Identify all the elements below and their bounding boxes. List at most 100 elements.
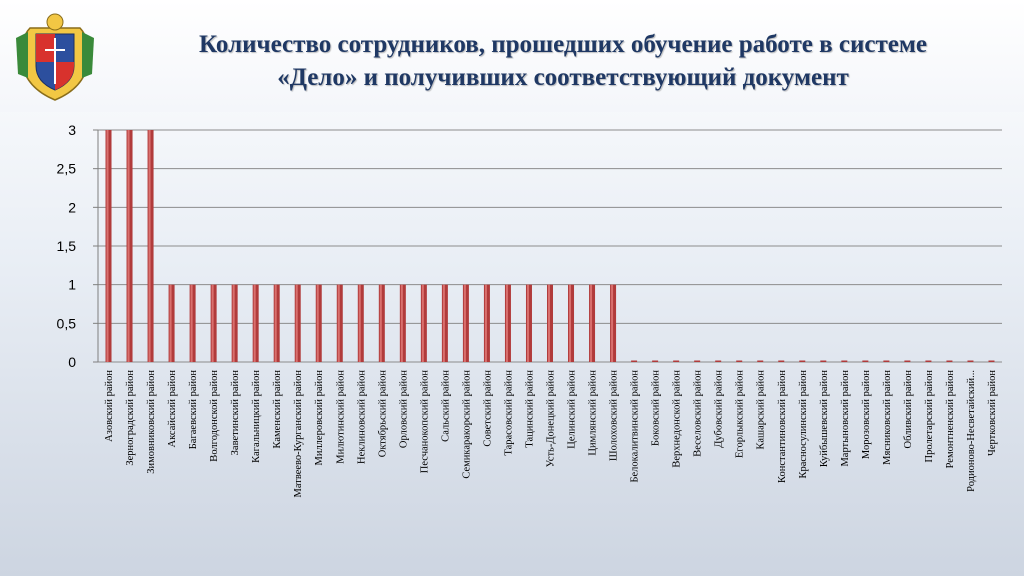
- bar: [673, 360, 680, 362]
- x-tick-label: Боковский район: [651, 370, 662, 446]
- y-axis: 0 0,5 1 1,5 2 2,5 3: [57, 122, 99, 370]
- x-tick-label: Орловский район: [398, 370, 409, 448]
- title-band: [0, 0, 1024, 112]
- bar-highlight: [211, 284, 214, 362]
- x-tick-label: Кашарский район: [756, 370, 767, 450]
- x-tick-label: Усть-Донецкий район: [546, 370, 557, 468]
- bar-highlight: [569, 284, 572, 362]
- title-line-2: «Дело» и получивших соответствующий доку…: [277, 64, 849, 91]
- bar-highlight: [148, 130, 151, 362]
- bar: [988, 360, 995, 362]
- bar: [715, 360, 722, 362]
- bar-highlight: [316, 284, 319, 362]
- bar-highlight: [358, 284, 361, 362]
- x-tick-label: Веселовский район: [693, 370, 704, 457]
- y-tick-label: 1: [68, 277, 76, 293]
- coat-of-arms-icon: [16, 13, 94, 101]
- x-tick-label: Каменский район: [272, 370, 283, 449]
- bar: [967, 360, 974, 362]
- bar-highlight: [232, 284, 235, 362]
- x-tick-label: Зерноградский район: [125, 370, 136, 466]
- bar-highlight: [421, 284, 424, 362]
- page-title: Количество сотрудников, прошедших обучен…: [108, 28, 1018, 94]
- y-tick-label: 0: [68, 354, 76, 370]
- x-tick-label: Заветинский район: [230, 370, 241, 456]
- bar-highlight: [590, 284, 593, 362]
- bar: [925, 360, 932, 362]
- bar-highlight: [484, 284, 487, 362]
- bar: [736, 360, 743, 362]
- x-tick-label: Аксайский район: [167, 370, 178, 448]
- bar-chart: 0 0,5 1 1,5 2 2,5 3 Азовский район Зерноградски…: [57, 122, 1002, 498]
- x-tick-label: Дубовский район: [714, 370, 725, 448]
- x-tick-label: Верхнедонской район: [672, 370, 683, 468]
- x-tick-label: Константиновский район: [777, 370, 788, 483]
- y-tick-label: 3: [68, 122, 76, 138]
- bar: [841, 360, 848, 362]
- bar: [883, 360, 890, 362]
- x-tick-label: Октябрьский район: [377, 370, 388, 458]
- x-tick-label: Сальский район: [440, 370, 451, 442]
- chart-bars: [105, 130, 995, 362]
- bar: [799, 360, 806, 362]
- x-tick-label: Красносулинский район: [798, 370, 809, 479]
- bar: [946, 360, 953, 362]
- bar: [252, 284, 259, 362]
- y-tick-label: 1,5: [57, 238, 77, 254]
- bar: [904, 360, 911, 362]
- x-tick-label: Тацинский район: [524, 370, 535, 448]
- x-tick-label: Матвеево-Курганский район: [293, 370, 304, 498]
- title-line-1: Количество сотрудников, прошедших обучен…: [199, 31, 927, 58]
- x-tick-label: Зимовниковский район: [146, 370, 157, 474]
- bar-highlight: [505, 284, 508, 362]
- bar: [862, 360, 869, 362]
- x-tick-label: Миллеровский район: [314, 370, 325, 466]
- bar-highlight: [169, 284, 172, 362]
- x-tick-label: Азовский район: [104, 370, 115, 442]
- x-tick-label: Советский район: [482, 370, 493, 447]
- x-tick-label: Мартыновский район: [840, 370, 851, 467]
- x-tick-label: Тарасовский район: [503, 370, 514, 456]
- x-tick-label: Чертковский район: [987, 370, 998, 456]
- bar: [652, 360, 659, 362]
- y-tick-label: 2: [68, 199, 76, 215]
- x-tick-label: Обливский район: [903, 370, 914, 449]
- x-tick-label: Целинский район: [567, 370, 578, 449]
- x-tick-label: Милютинский район: [335, 370, 346, 464]
- bar: [757, 360, 764, 362]
- y-tick-label: 0,5: [57, 315, 77, 331]
- bar-highlight: [379, 284, 382, 362]
- bar-highlight: [253, 284, 256, 362]
- x-tick-label: Цимлянский район: [588, 370, 599, 456]
- bar-highlight: [442, 284, 445, 362]
- bar-highlight: [106, 130, 109, 362]
- bar-highlight: [127, 130, 130, 362]
- bar: [778, 360, 785, 362]
- x-tick-label: Белокалитвинский район: [630, 370, 641, 483]
- x-tick-label: Песчанокопский район: [419, 370, 430, 474]
- bar-highlight: [190, 284, 193, 362]
- x-axis: Азовский район Зерноградский район Зимовни…: [104, 370, 998, 498]
- bar: [820, 360, 827, 362]
- x-tick-label: Ремонтненский район: [945, 370, 956, 469]
- x-tick-label: Морозовский район: [861, 370, 872, 459]
- bar-highlight: [295, 284, 298, 362]
- x-tick-label: Мясниковский район: [882, 370, 893, 465]
- x-tick-label: Семикаракорский район: [461, 370, 472, 479]
- bar: [631, 360, 638, 362]
- bar-highlight: [400, 284, 403, 362]
- bar-highlight: [274, 284, 277, 362]
- bar-highlight: [611, 284, 614, 362]
- bar: [694, 360, 701, 362]
- bar-highlight: [526, 284, 529, 362]
- x-tick-label: Родионово-Несветайский...: [966, 370, 977, 492]
- x-tick-label: Егорлыкский район: [735, 370, 746, 458]
- bar-highlight: [548, 284, 550, 362]
- x-tick-label: Кагальницкий район: [251, 370, 262, 463]
- x-tick-label: Волгодонской район: [209, 370, 220, 462]
- x-tick-label: Шолоховский район: [609, 370, 620, 461]
- x-tick-label: Куйбышевский район: [819, 370, 830, 468]
- x-tick-label: Неклиновский район: [356, 370, 367, 464]
- y-tick-label: 2,5: [57, 161, 77, 177]
- x-tick-label: Пролетарский район: [924, 370, 935, 463]
